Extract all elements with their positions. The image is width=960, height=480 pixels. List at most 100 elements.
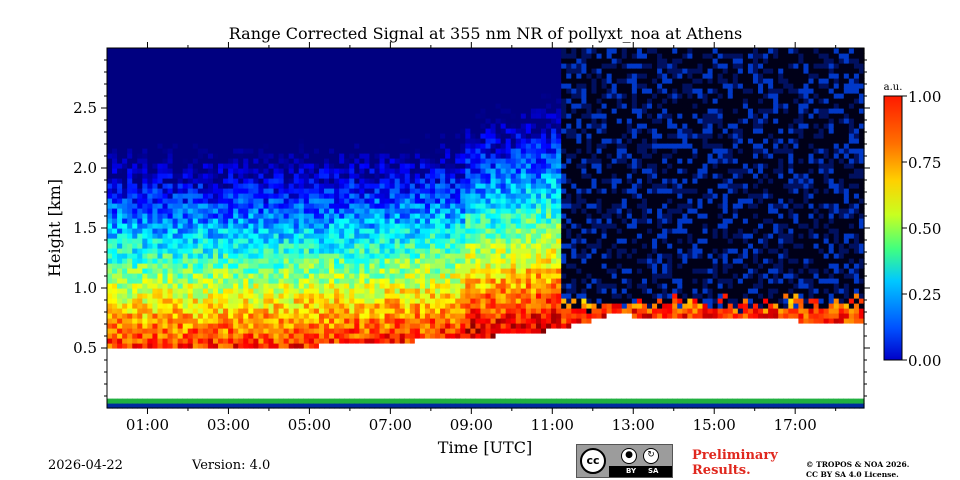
heatmap-cell	[263, 303, 270, 309]
heatmap-cell	[394, 178, 401, 184]
heatmap-cell	[389, 343, 396, 349]
heatmap-cell	[212, 148, 219, 154]
heatmap-cell	[318, 363, 325, 369]
heatmap-cell	[218, 403, 224, 409]
heatmap-cell	[414, 108, 421, 114]
heatmap-cell	[404, 68, 411, 74]
heatmap-cell	[187, 273, 194, 279]
heatmap-cell	[187, 343, 194, 349]
heatmap-cell	[122, 193, 128, 199]
heatmap-cell	[369, 253, 376, 259]
heatmap-cell	[339, 88, 345, 94]
heatmap-cell	[238, 343, 244, 349]
heatmap-cell	[440, 328, 446, 334]
heatmap-cell	[429, 228, 436, 234]
heatmap-cell	[122, 353, 128, 359]
heatmap-cell	[303, 208, 310, 214]
heatmap-cell	[258, 223, 265, 229]
heatmap-cell	[268, 263, 275, 269]
heatmap-cell	[187, 383, 194, 389]
heatmap-cell	[339, 103, 345, 109]
heatmap-cell	[445, 268, 451, 274]
heatmap-cell	[137, 103, 143, 109]
heatmap-cell	[122, 343, 128, 349]
heatmap-cell	[192, 53, 199, 59]
heatmap-cell	[182, 133, 189, 139]
heatmap-cell	[107, 208, 113, 214]
heatmap-cell	[384, 128, 391, 134]
heatmap-cell	[344, 368, 350, 374]
heatmap-cell	[384, 203, 391, 209]
heatmap-cell	[414, 88, 421, 94]
heatmap-cell	[223, 93, 229, 99]
heatmap-cell	[419, 348, 426, 354]
heatmap-cell	[359, 283, 365, 289]
heatmap-cell	[112, 68, 118, 74]
heatmap-cell	[440, 198, 446, 204]
heatmap-cell	[273, 258, 280, 264]
heatmap-cell	[435, 348, 441, 354]
heatmap-cell	[435, 153, 441, 159]
heatmap-cell	[223, 233, 229, 239]
heatmap-cell	[207, 243, 214, 249]
heatmap-cell	[329, 383, 335, 389]
heatmap-cell	[162, 133, 169, 139]
heatmap-cell	[212, 388, 219, 394]
heatmap-cell	[107, 308, 113, 314]
heatmap-cell	[445, 248, 451, 254]
heatmap-cell	[278, 258, 285, 264]
heatmap-cell	[202, 233, 209, 239]
heatmap-cell	[187, 223, 194, 229]
heatmap-cell	[313, 318, 320, 324]
heatmap-cell	[187, 123, 194, 129]
heatmap-cell	[303, 238, 310, 244]
heatmap-cell	[182, 363, 189, 369]
heatmap-cell	[132, 158, 138, 164]
heatmap-cell	[334, 93, 340, 99]
heatmap-cell	[273, 63, 280, 69]
heatmap-cell	[369, 383, 376, 389]
heatmap-cell	[349, 318, 355, 324]
heatmap-cell	[132, 228, 138, 234]
heatmap-cell	[419, 278, 426, 284]
heatmap-cell	[122, 108, 128, 114]
heatmap-cell	[450, 193, 456, 199]
heatmap-cell	[132, 183, 138, 189]
heatmap-cell	[233, 218, 239, 224]
heatmap-cell	[258, 398, 265, 404]
heatmap-cell	[177, 228, 184, 234]
heatmap-cell	[253, 378, 259, 384]
heatmap-cell	[445, 308, 451, 314]
heatmap-cell	[132, 328, 138, 334]
heatmap-cell	[394, 328, 401, 334]
heatmap-cell	[212, 178, 219, 184]
heatmap-cell	[344, 163, 350, 169]
heatmap-cell	[349, 113, 355, 119]
heatmap-cell	[414, 248, 421, 254]
heatmap-cell	[308, 233, 315, 239]
heatmap-cell	[318, 158, 325, 164]
heatmap-cell	[253, 288, 259, 294]
heatmap-cell	[293, 323, 300, 329]
heatmap-cell	[248, 48, 254, 54]
heatmap-cell	[107, 388, 113, 394]
heatmap-cell	[122, 363, 128, 369]
heatmap-cell	[288, 378, 295, 384]
heatmap-cell	[455, 333, 461, 339]
heatmap-cell	[243, 323, 249, 329]
heatmap-cell	[122, 403, 128, 409]
heatmap-cell	[152, 158, 159, 164]
heatmap-cell	[379, 213, 386, 219]
heatmap-cell	[384, 158, 391, 164]
heatmap-cell	[313, 163, 320, 169]
heatmap-cell	[243, 113, 249, 119]
heatmap-cell	[349, 98, 355, 104]
heatmap-cell	[117, 228, 123, 234]
heatmap-cell	[182, 383, 189, 389]
heatmap-cell	[354, 378, 360, 384]
heatmap-cell	[318, 148, 325, 154]
heatmap-cell	[263, 353, 270, 359]
heatmap-cell	[379, 313, 386, 319]
heatmap-cell	[253, 78, 259, 84]
heatmap-cell	[344, 333, 350, 339]
